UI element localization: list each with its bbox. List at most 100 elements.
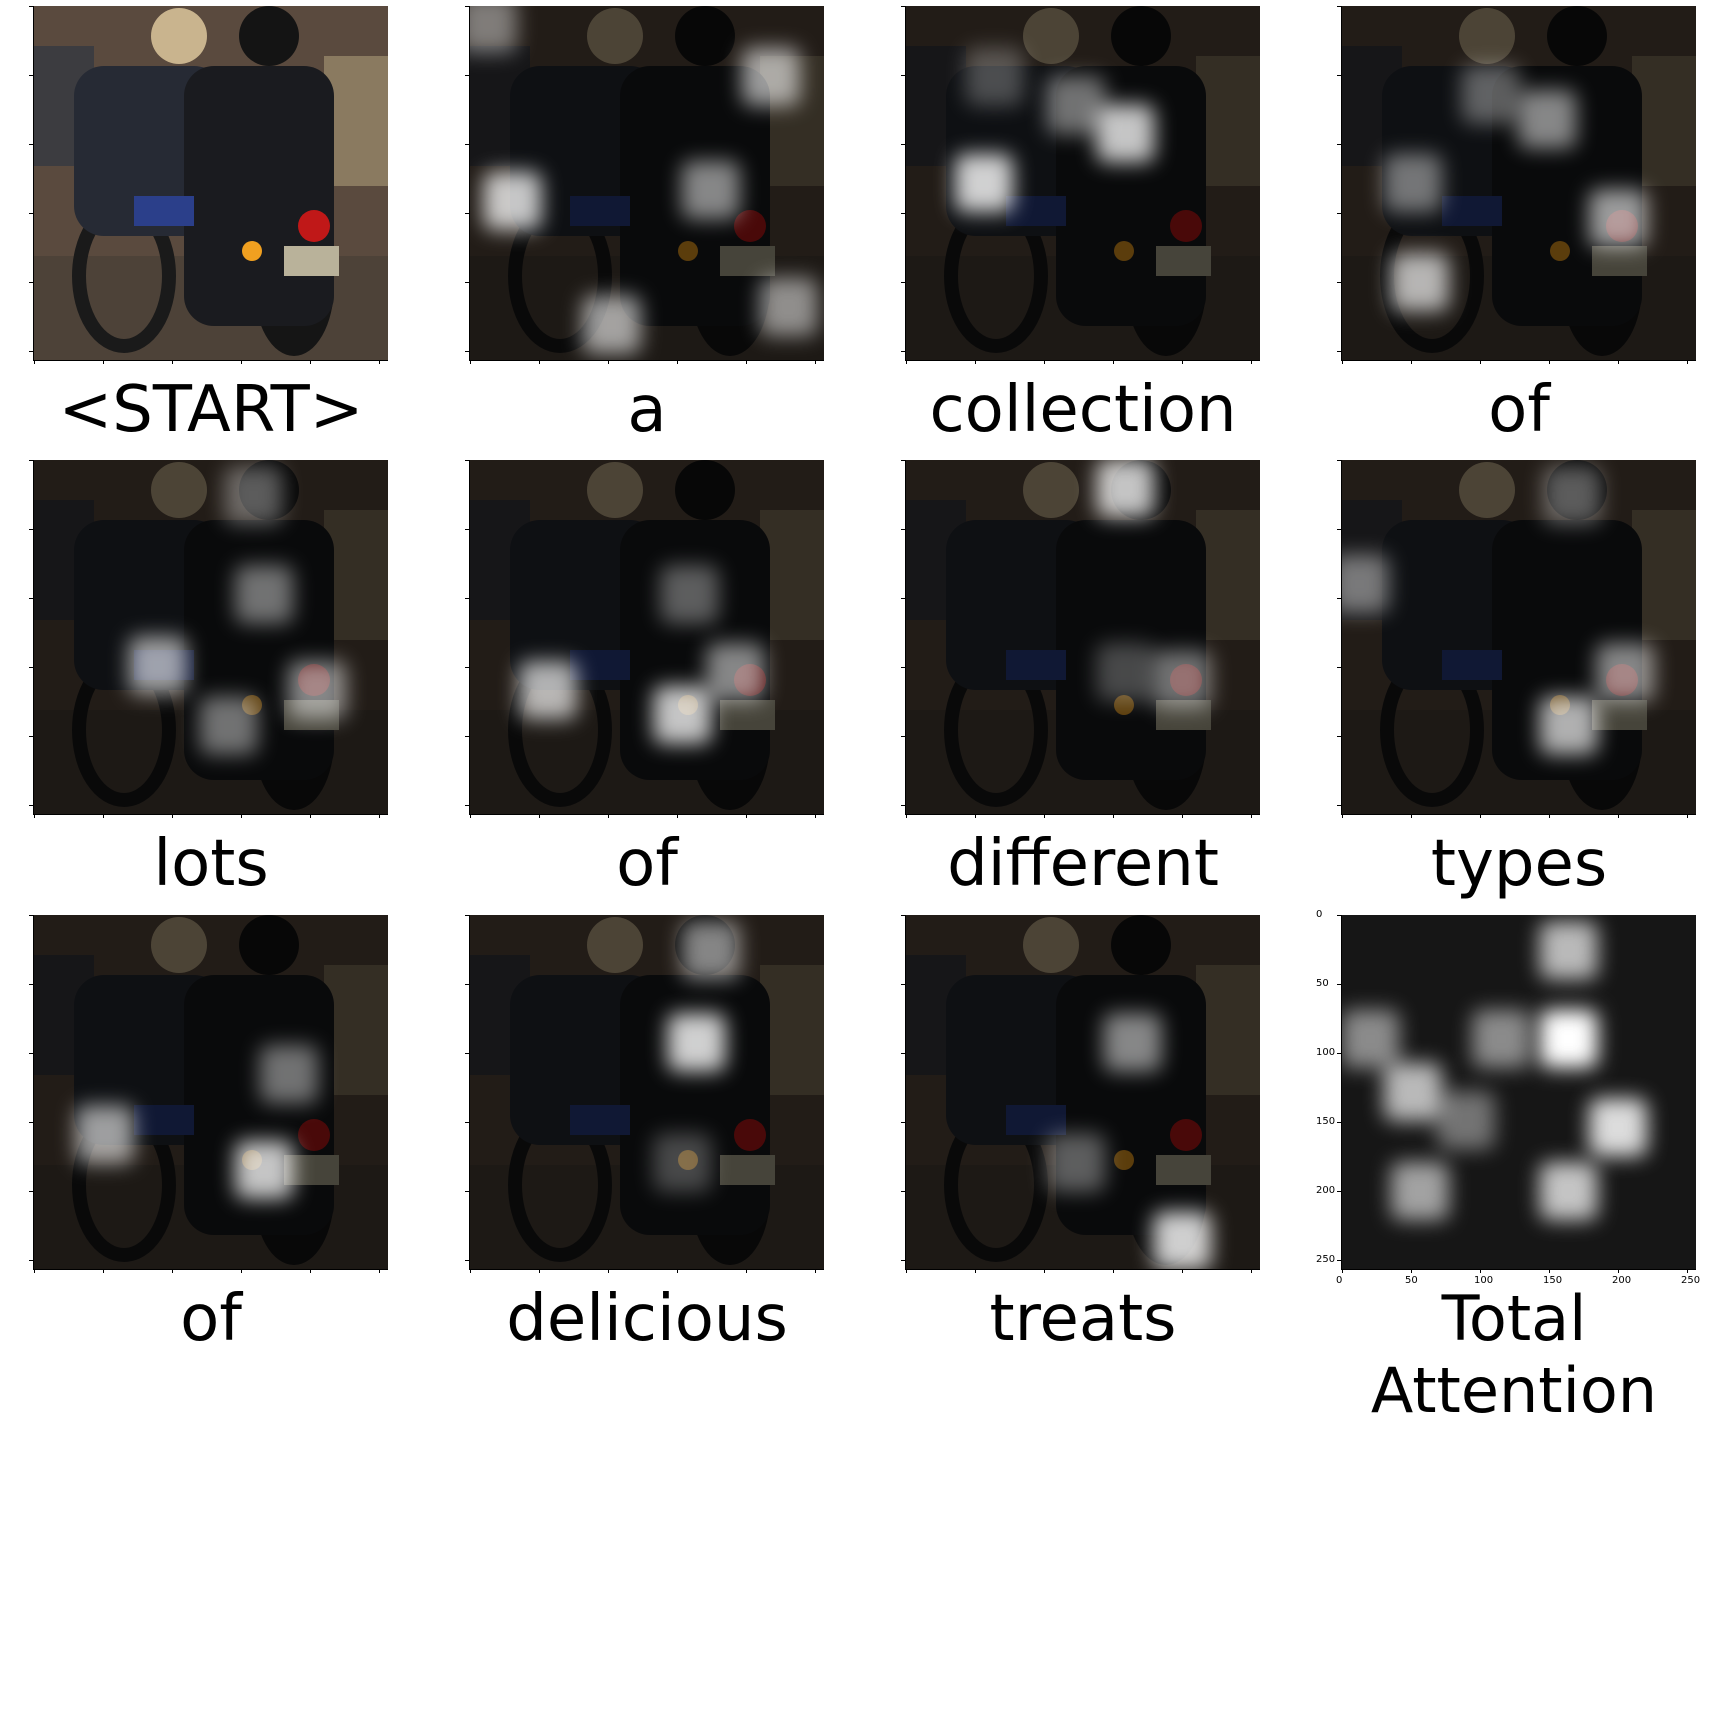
attention-spot (1472, 1009, 1531, 1068)
attention-spot (1461, 65, 1520, 124)
attention-spot (1436, 1091, 1495, 1150)
axis-frame (33, 6, 388, 361)
y-tick (1337, 213, 1341, 214)
x-tick (1411, 814, 1412, 818)
y-tick (1337, 1260, 1341, 1261)
word-caption: different (947, 827, 1219, 901)
y-tick (465, 1053, 469, 1054)
word-caption: Total Attention (1370, 1282, 1658, 1427)
y-tick (901, 1260, 905, 1261)
attention-spot (235, 1140, 294, 1199)
x-tick (1182, 1269, 1183, 1273)
y-tick (29, 529, 33, 530)
x-tick (815, 1269, 816, 1273)
attention-spot (1518, 90, 1577, 149)
attention-panel (470, 460, 824, 814)
y-tick (1337, 736, 1341, 737)
y-tick (465, 915, 469, 916)
attention-spot (667, 1013, 726, 1072)
attention-spot (706, 643, 765, 702)
attention-spot (653, 685, 712, 744)
attention-spot (1342, 554, 1389, 613)
y-tick (1337, 75, 1341, 76)
attention-spot (199, 696, 258, 755)
word-caption: a (627, 373, 667, 447)
attention-spot (1103, 1013, 1162, 1072)
motorcycle-photo (34, 6, 388, 360)
x-tick (906, 1269, 907, 1273)
attention-spot (660, 565, 719, 624)
x-tick-label: 50 (1405, 1275, 1418, 1286)
y-tick (465, 598, 469, 599)
y-tick (901, 1053, 905, 1054)
y-tick (29, 1191, 33, 1192)
attention-spot (1543, 466, 1602, 525)
x-tick (1342, 1269, 1343, 1273)
attention-spot (1596, 643, 1655, 702)
attention-spot (1390, 1162, 1449, 1221)
attention-spot (1539, 1162, 1598, 1221)
x-tick-label: 250 (1681, 1275, 1701, 1286)
x-tick (746, 814, 747, 818)
x-tick (1251, 360, 1252, 364)
y-tick (901, 984, 905, 985)
x-tick (34, 360, 35, 364)
x-tick (1113, 1269, 1114, 1273)
x-tick (815, 360, 816, 364)
x-tick (608, 360, 609, 364)
x-tick-label: 200 (1612, 1275, 1632, 1286)
x-tick (1687, 814, 1688, 818)
y-tick (1337, 144, 1341, 145)
y-tick (465, 1122, 469, 1123)
attention-spot (1390, 253, 1449, 312)
y-tick-label: 100 (1316, 1047, 1336, 1058)
y-tick (1337, 1191, 1341, 1192)
y-tick (901, 351, 905, 352)
y-tick (465, 144, 469, 145)
y-tick (901, 805, 905, 806)
x-tick (1549, 360, 1550, 364)
y-tick (465, 1260, 469, 1261)
x-tick (1411, 1269, 1412, 1273)
attention-spot (653, 1133, 712, 1192)
y-tick (29, 351, 33, 352)
y-tick (1337, 667, 1341, 668)
x-tick (1618, 1269, 1619, 1273)
x-tick (172, 1269, 173, 1273)
x-tick (1182, 360, 1183, 364)
y-tick (29, 736, 33, 737)
y-tick (1337, 805, 1341, 806)
y-tick (465, 529, 469, 530)
y-tick (29, 915, 33, 916)
y-tick (1337, 1053, 1341, 1054)
x-tick (815, 814, 816, 818)
x-tick (1044, 360, 1045, 364)
x-tick (241, 1269, 242, 1273)
word-caption: treats (989, 1282, 1177, 1356)
attention-spot (1096, 643, 1155, 702)
attention-spot (582, 295, 641, 354)
attention-spot (741, 47, 800, 106)
x-tick (379, 360, 380, 364)
x-tick (906, 360, 907, 364)
axis-frame (905, 460, 1260, 815)
x-tick (677, 814, 678, 818)
y-tick (29, 984, 33, 985)
axis-frame (1341, 6, 1696, 361)
attention-panel (34, 6, 388, 360)
y-tick (1337, 6, 1341, 7)
x-tick (241, 814, 242, 818)
x-tick-label: 0 (1336, 1275, 1343, 1286)
y-tick (1337, 598, 1341, 599)
y-tick (29, 213, 33, 214)
x-tick (1687, 360, 1688, 364)
x-tick (310, 360, 311, 364)
x-tick (34, 1269, 35, 1273)
y-tick (465, 213, 469, 214)
attention-spot (954, 154, 1013, 212)
attention-spot (759, 277, 818, 336)
attention-panel (470, 915, 824, 1269)
y-tick (465, 667, 469, 668)
x-tick (103, 1269, 104, 1273)
x-tick (1549, 1269, 1550, 1273)
